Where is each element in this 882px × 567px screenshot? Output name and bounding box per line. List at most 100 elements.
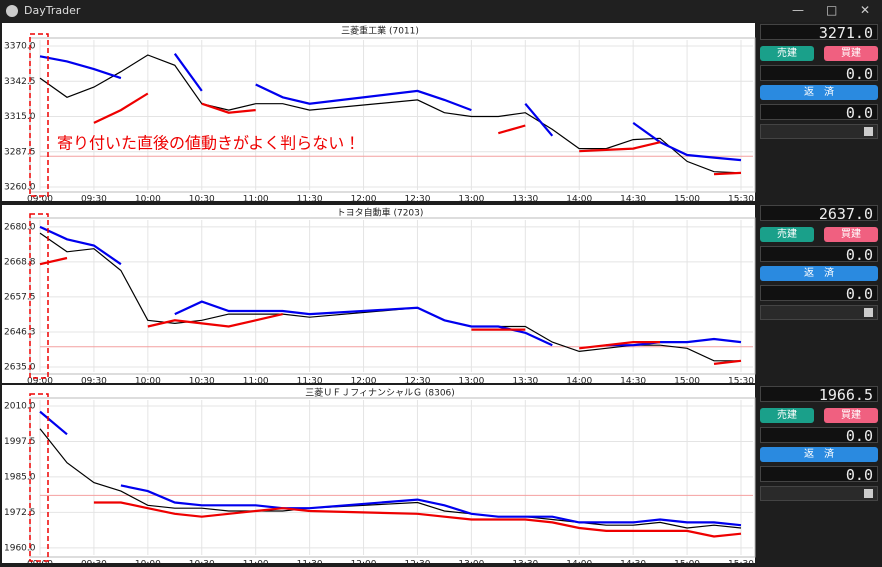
y-tick-label: 2680.0 bbox=[4, 222, 36, 232]
title-bar: DayTrader — □ ✕ bbox=[0, 0, 882, 22]
x-tick-label: 13:30 bbox=[512, 195, 538, 205]
x-tick-label: 10:00 bbox=[135, 195, 161, 205]
x-tick-label: 13:00 bbox=[458, 195, 484, 205]
y-tick-label: 1960.0 bbox=[4, 543, 36, 553]
x-tick-label: 12:30 bbox=[404, 377, 430, 387]
repay-button[interactable]: 返 済 bbox=[760, 266, 878, 281]
save-icon[interactable] bbox=[864, 489, 873, 498]
app-icon bbox=[6, 5, 18, 17]
x-tick-label: 11:30 bbox=[297, 195, 323, 205]
x-tick-label: 10:00 bbox=[135, 560, 161, 567]
y-tick-label: 2657.5 bbox=[4, 292, 36, 302]
trend-line bbox=[39, 225, 742, 347]
close[interactable]: ✕ bbox=[860, 3, 871, 17]
price-display: 1966.5 bbox=[760, 386, 878, 403]
y-tick-label: 1972.5 bbox=[4, 508, 36, 518]
x-tick-label: 11:00 bbox=[243, 195, 269, 205]
y-tick-label: 3342.5 bbox=[4, 77, 36, 87]
x-tick-label: 10:00 bbox=[135, 377, 161, 387]
trend-line bbox=[39, 256, 742, 365]
y-tick-label: 3287.5 bbox=[4, 147, 36, 157]
position-display: 0.0 bbox=[760, 246, 878, 263]
x-tick-label: 13:30 bbox=[512, 377, 538, 387]
x-tick-label: 14:00 bbox=[566, 560, 592, 567]
trade-panel: 3271.0 売建 買建 0.0 返 済 0.0 bbox=[760, 24, 878, 164]
y-tick-label: 3260.0 bbox=[4, 183, 36, 193]
x-tick-label: 14:00 bbox=[566, 377, 592, 387]
x-tick-label: 15:00 bbox=[674, 377, 700, 387]
price-display: 3271.0 bbox=[760, 24, 878, 41]
x-tick-label: 15:30 bbox=[728, 377, 754, 387]
x-tick-label: 15:30 bbox=[728, 560, 754, 567]
x-tick-label: 11:00 bbox=[243, 377, 269, 387]
profit-display: 0.0 bbox=[760, 285, 878, 302]
y-tick-label: 2646.3 bbox=[4, 327, 36, 337]
y-tick-label: 2010.0 bbox=[4, 401, 36, 411]
x-tick-label: 13:00 bbox=[458, 560, 484, 567]
sell-button[interactable]: 売建 bbox=[760, 227, 814, 242]
chart-background bbox=[2, 205, 755, 383]
buy-button[interactable]: 買建 bbox=[824, 408, 878, 423]
x-tick-label: 15:00 bbox=[674, 195, 700, 205]
position-display: 0.0 bbox=[760, 427, 878, 444]
position-display: 0.0 bbox=[760, 65, 878, 82]
save-icon[interactable] bbox=[864, 308, 873, 317]
annotation: 寄り付いた直後の値動きがよく判らない！ bbox=[57, 134, 360, 153]
chart-background bbox=[2, 385, 755, 563]
x-tick-label: 11:30 bbox=[297, 560, 323, 567]
save-bar bbox=[760, 124, 878, 139]
profit-display: 0.0 bbox=[760, 104, 878, 121]
x-tick-label: 12:30 bbox=[404, 195, 430, 205]
x-tick-label: 09:00 bbox=[27, 195, 53, 205]
y-tick-label: 1997.5 bbox=[4, 437, 36, 447]
x-tick-label: 12:00 bbox=[351, 377, 377, 387]
chart-title: 三菱重工業 (7011) bbox=[341, 25, 419, 37]
x-tick-label: 14:00 bbox=[566, 195, 592, 205]
sell-button[interactable]: 売建 bbox=[760, 46, 814, 61]
buy-button[interactable]: 買建 bbox=[824, 46, 878, 61]
y-tick-label: 2635.0 bbox=[4, 363, 36, 373]
trade-panel: 2637.0 売建 買建 0.0 返 済 0.0 bbox=[760, 205, 878, 345]
highlight-box bbox=[29, 33, 49, 197]
highlight-box bbox=[29, 213, 49, 379]
x-tick-label: 09:00 bbox=[27, 560, 53, 567]
save-icon[interactable] bbox=[864, 127, 873, 136]
x-tick-label: 14:30 bbox=[620, 560, 646, 567]
save-bar bbox=[760, 305, 878, 320]
price-display: 2637.0 bbox=[760, 205, 878, 222]
x-tick-label: 09:00 bbox=[27, 377, 53, 387]
chart-background bbox=[2, 23, 755, 201]
buy-button[interactable]: 買建 bbox=[824, 227, 878, 242]
maximize[interactable]: □ bbox=[826, 3, 838, 17]
x-tick-label: 11:30 bbox=[297, 377, 323, 387]
trade-panel: 1966.5 売建 買建 0.0 返 済 0.0 bbox=[760, 386, 878, 526]
x-tick-label: 12:00 bbox=[351, 560, 377, 567]
repay-button[interactable]: 返 済 bbox=[760, 447, 878, 462]
trend-line bbox=[93, 501, 742, 538]
x-tick-label: 11:00 bbox=[243, 560, 269, 567]
charts: 三菱重工業 (7011) 09:00 09:30 10:00 10:30 11:00 11:… bbox=[2, 23, 756, 567]
x-tick-label: 15:00 bbox=[674, 560, 700, 567]
window-title: DayTrader bbox=[24, 4, 81, 17]
price-line bbox=[39, 54, 742, 174]
x-tick-label: 12:00 bbox=[351, 195, 377, 205]
sell-button[interactable]: 売建 bbox=[760, 408, 814, 423]
trend-line bbox=[39, 53, 742, 162]
x-tick-label: 15:30 bbox=[728, 195, 754, 205]
x-tick-label: 12:30 bbox=[404, 560, 430, 567]
minimize[interactable]: — bbox=[792, 3, 804, 17]
x-tick-label: 14:30 bbox=[620, 195, 646, 205]
x-tick-label: 14:30 bbox=[620, 377, 646, 387]
y-tick-label: 2668.8 bbox=[4, 257, 36, 267]
trend-line bbox=[39, 410, 742, 527]
trend-line bbox=[93, 92, 742, 176]
profit-display: 0.0 bbox=[760, 466, 878, 483]
plot-frame bbox=[29, 37, 756, 193]
repay-button[interactable]: 返 済 bbox=[760, 85, 878, 100]
price-line bbox=[39, 428, 742, 529]
x-tick-label: 09:30 bbox=[81, 377, 107, 387]
x-tick-label: 10:30 bbox=[189, 195, 215, 205]
chart-title: トヨタ自動車 (7203) bbox=[337, 207, 424, 219]
x-tick-label: 10:30 bbox=[189, 377, 215, 387]
x-tick-label: 13:30 bbox=[512, 560, 538, 567]
